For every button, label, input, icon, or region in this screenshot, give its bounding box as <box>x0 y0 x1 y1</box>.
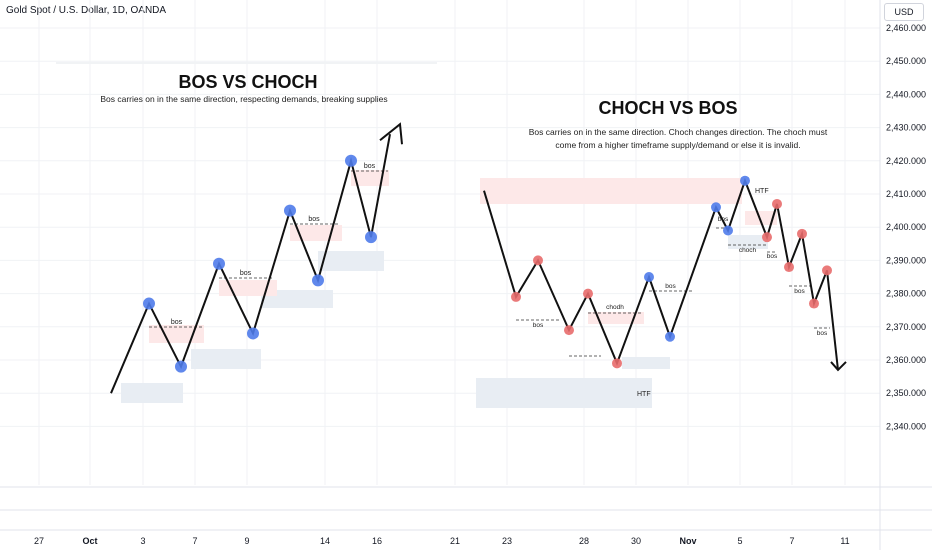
right-panel-title: CHOCH VS BOS <box>598 98 737 118</box>
left-panel-subtitle: Bos carries on in the same direction, re… <box>100 94 387 104</box>
x-tick-label: 9 <box>244 536 249 546</box>
x-tick-label: 3 <box>140 536 145 546</box>
demand-zone <box>318 251 384 271</box>
symbol-title: Gold Spot / U.S. Dollar, 1D, OANDA <box>6 5 167 16</box>
structure-label: bos <box>794 288 805 295</box>
left-trend-arrow <box>379 122 403 145</box>
swing-point <box>284 204 296 217</box>
y-tick-label: 2,390.000 <box>886 255 926 265</box>
x-tick-label: 11 <box>840 536 849 546</box>
swing-point <box>772 198 782 209</box>
swing-point <box>511 291 521 302</box>
structure-label: bos <box>767 253 778 260</box>
structure-label: choch <box>739 247 757 254</box>
swing-point <box>822 265 832 276</box>
structure-label: bos <box>533 322 544 329</box>
swing-point <box>797 228 807 239</box>
supply-zone <box>745 211 777 225</box>
swing-point <box>533 255 543 266</box>
demand-zone <box>261 290 333 308</box>
swing-point <box>247 327 259 340</box>
y-tick-label: 2,360.000 <box>886 355 926 365</box>
supply-zone <box>588 312 644 324</box>
left-price-path <box>110 134 391 394</box>
y-tick-label: 2,430.000 <box>886 123 926 133</box>
y-tick-label: 2,420.000 <box>886 156 926 166</box>
bos-label: bos <box>240 270 252 277</box>
swing-point <box>312 274 324 287</box>
x-tick-label: 16 <box>372 536 382 546</box>
swing-point <box>723 225 733 236</box>
demand-zone <box>622 357 670 369</box>
x-tick-label: 21 <box>450 536 460 546</box>
x-tick-label: Nov <box>679 536 696 546</box>
swing-point <box>711 202 721 213</box>
demand-zone <box>121 383 183 403</box>
htf-label: HTF <box>755 188 769 195</box>
swing-point <box>784 262 794 273</box>
demand-zone <box>728 235 768 249</box>
y-tick-label: 2,380.000 <box>886 289 926 299</box>
panel-top-rule <box>56 62 437 64</box>
x-tick-label: 30 <box>631 536 641 546</box>
right-price-path <box>483 177 839 371</box>
swing-point <box>809 298 819 309</box>
bos-label: bos <box>308 216 320 223</box>
y-tick-label: 2,450.000 <box>886 56 926 66</box>
swing-point <box>175 360 187 373</box>
currency-button[interactable]: USD <box>884 3 924 21</box>
htf-demand-zone <box>476 378 652 408</box>
x-tick-label: 7 <box>789 536 794 546</box>
x-tick-label: 7 <box>192 536 197 546</box>
right-panel-subtitle: come from a higher timeframe supply/dema… <box>555 140 800 150</box>
structure-label: bos <box>665 283 676 290</box>
swing-point <box>612 358 622 369</box>
y-tick-label: 2,460.000 <box>886 23 926 33</box>
structure-label: bos <box>817 330 828 337</box>
swing-point <box>564 325 574 336</box>
x-tick-label: Oct <box>82 536 97 546</box>
swing-point <box>365 231 377 244</box>
y-tick-label: 2,340.000 <box>886 421 926 431</box>
y-tick-label: 2,370.000 <box>886 322 926 332</box>
x-tick-label: 14 <box>320 536 330 546</box>
htf-label: HTF <box>637 391 651 398</box>
x-tick-label: 27 <box>34 536 44 546</box>
htf-supply-zone <box>480 178 742 204</box>
bos-label: bos <box>171 319 183 326</box>
x-tick-label: 23 <box>502 536 512 546</box>
bos-label: bos <box>364 163 376 170</box>
right-trend-arrow <box>830 361 847 372</box>
left-panel-title: BOS VS CHOCH <box>178 72 317 92</box>
y-tick-label: 2,400.000 <box>886 222 926 232</box>
right-panel-subtitle: Bos carries on in the same direction. Ch… <box>529 127 828 137</box>
x-tick-label: 28 <box>579 536 589 546</box>
x-tick-label: 5 <box>737 536 742 546</box>
swing-point <box>345 154 357 167</box>
supply-zone <box>351 170 389 186</box>
swing-point <box>143 297 155 310</box>
swing-point <box>644 272 654 282</box>
y-tick-label: 2,410.000 <box>886 189 926 199</box>
y-tick-label: 2,350.000 <box>886 388 926 398</box>
swing-point <box>665 331 675 342</box>
swing-point <box>740 175 750 186</box>
structure-label: chodh <box>606 304 624 311</box>
y-tick-label: 2,440.000 <box>886 89 926 99</box>
swing-point <box>583 288 593 299</box>
swing-point <box>762 232 772 243</box>
swing-point <box>213 257 225 270</box>
demand-zone <box>191 349 261 369</box>
